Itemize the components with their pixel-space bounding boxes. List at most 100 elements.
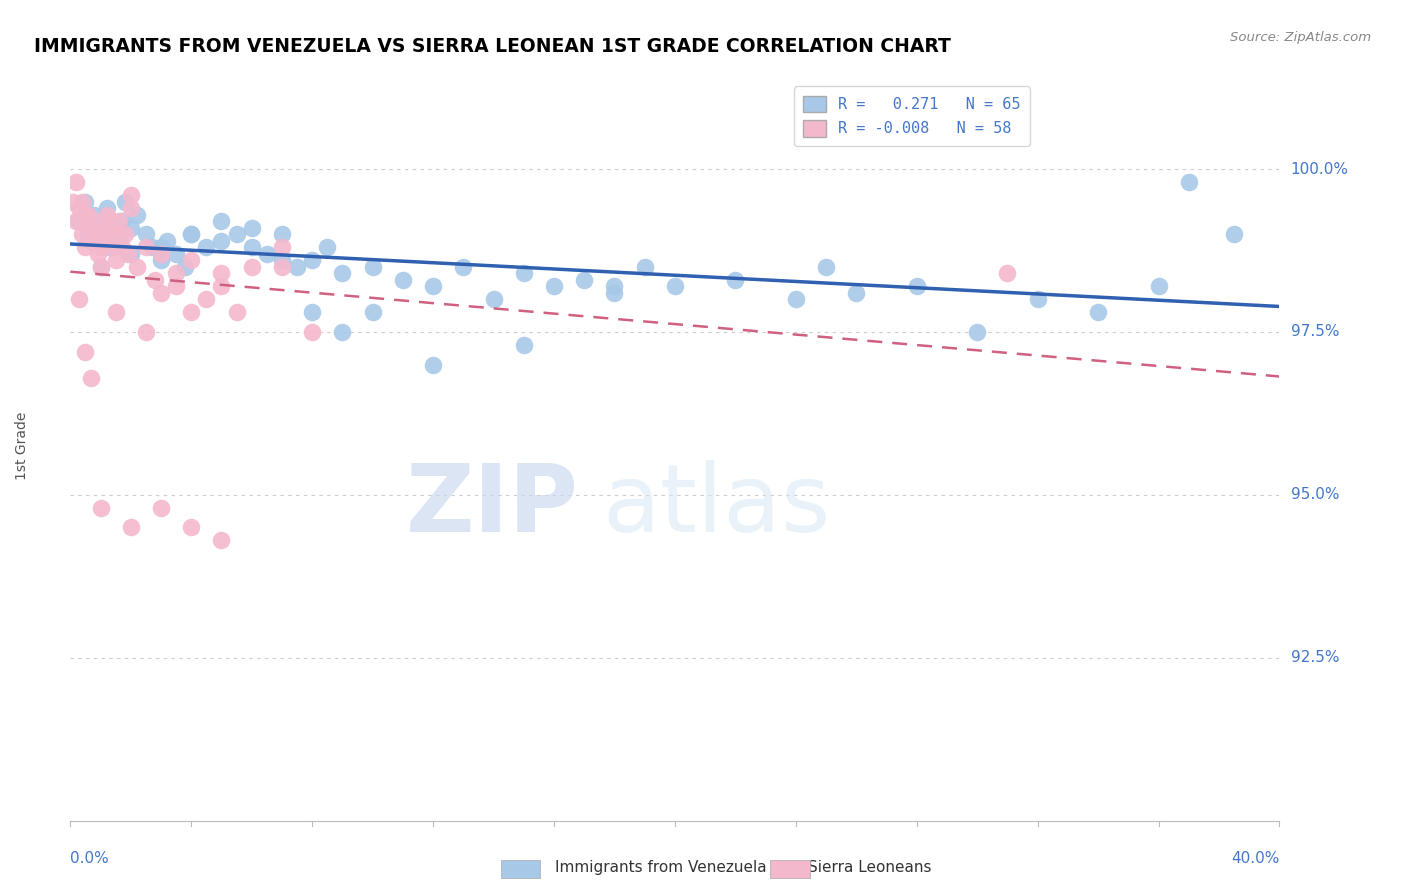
Point [111, 214, 134, 228]
Point [1178, 175, 1201, 189]
Point [90, 227, 111, 242]
Point [422, 358, 444, 372]
Point [316, 240, 339, 254]
Point [72, 227, 94, 242]
Point [180, 227, 202, 242]
Point [240, 240, 263, 254]
Point [77, 220, 100, 235]
Point [240, 220, 263, 235]
Point [270, 240, 294, 254]
Text: 1st Grade: 1st Grade [15, 412, 30, 480]
Point [67, 293, 90, 307]
Point [150, 247, 173, 261]
Point [211, 214, 233, 228]
Point [513, 338, 536, 352]
Point [285, 260, 308, 274]
Point [65, 214, 87, 228]
Point [180, 520, 202, 534]
Point [125, 208, 148, 222]
Point [1147, 279, 1170, 293]
Point [65, 175, 87, 189]
Point [332, 266, 354, 280]
Point [150, 285, 173, 300]
Point [1223, 227, 1246, 242]
Point [361, 260, 384, 274]
Point [195, 293, 218, 307]
Point [574, 273, 596, 287]
Point [785, 293, 807, 307]
Point [453, 260, 475, 274]
Point [120, 247, 142, 261]
Point [966, 325, 988, 339]
Point [75, 344, 97, 359]
Point [77, 227, 100, 242]
Point [135, 325, 157, 339]
Point [724, 273, 747, 287]
Point [150, 253, 173, 268]
Point [135, 240, 157, 254]
Point [120, 520, 142, 534]
Point [603, 279, 626, 293]
Point [72, 194, 94, 209]
Point [211, 234, 233, 248]
Point [361, 305, 384, 319]
Point [1026, 293, 1049, 307]
Point [67, 201, 90, 215]
Point [905, 279, 928, 293]
Text: 95.0%: 95.0% [1291, 487, 1339, 502]
Point [93, 234, 115, 248]
Point [845, 285, 868, 300]
Point [211, 266, 233, 280]
Point [104, 253, 127, 268]
Point [165, 247, 187, 261]
Point [165, 266, 187, 280]
Point [77, 208, 100, 222]
Point [75, 240, 97, 254]
Point [80, 234, 103, 248]
Point [90, 240, 111, 254]
Point [125, 260, 148, 274]
Point [195, 240, 218, 254]
Point [150, 240, 173, 254]
Point [101, 240, 124, 254]
Point [96, 201, 118, 215]
Text: 40.0%: 40.0% [1232, 851, 1279, 866]
Point [111, 240, 134, 254]
Point [270, 253, 294, 268]
Point [174, 260, 197, 274]
Point [180, 305, 202, 319]
Point [83, 214, 105, 228]
Point [114, 194, 136, 209]
Point [90, 220, 111, 235]
Point [543, 279, 565, 293]
Point [90, 260, 111, 274]
Point [995, 266, 1018, 280]
Point [90, 260, 111, 274]
Point [98, 240, 121, 254]
Point [603, 285, 626, 300]
Point [120, 188, 142, 202]
Text: 97.5%: 97.5% [1291, 325, 1339, 340]
Point [256, 247, 278, 261]
Text: 100.0%: 100.0% [1291, 161, 1348, 177]
Point [482, 293, 505, 307]
Point [211, 533, 233, 548]
Point [180, 253, 202, 268]
Point [75, 208, 97, 222]
Point [83, 227, 105, 242]
Point [332, 325, 354, 339]
Point [117, 247, 139, 261]
Point [75, 194, 97, 209]
Point [104, 227, 127, 242]
Text: Source: ZipAtlas.com: Source: ZipAtlas.com [1230, 31, 1371, 45]
Point [120, 220, 142, 235]
Point [301, 325, 323, 339]
Point [104, 227, 127, 242]
Point [422, 279, 444, 293]
Point [104, 305, 127, 319]
Point [107, 234, 129, 248]
Text: ZIP: ZIP [405, 460, 578, 552]
Text: Immigrants from Venezuela: Immigrants from Venezuela [555, 860, 768, 874]
Point [301, 253, 323, 268]
Text: 0.0%: 0.0% [70, 851, 110, 866]
